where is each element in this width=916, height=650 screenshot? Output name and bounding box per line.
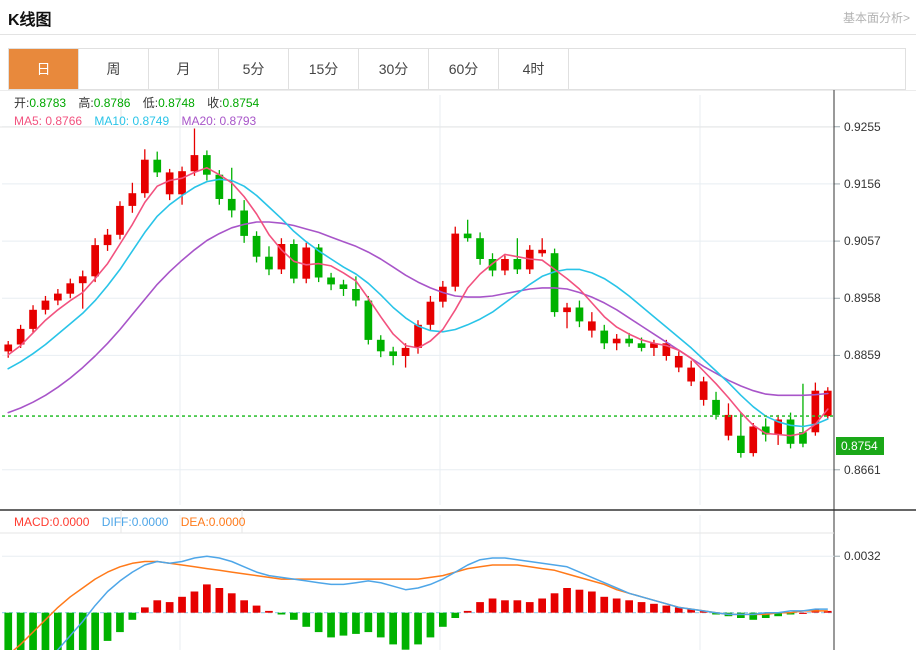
macd-tick-0: 0.0032 bbox=[844, 549, 881, 564]
tab-6[interactable]: 60分 bbox=[429, 49, 499, 89]
chart-area[interactable]: 开:0.8783 高:0.8786 低:0.8748 收:0.8754 MA5:… bbox=[0, 90, 916, 650]
price-tick-3: 0.8958 bbox=[844, 291, 881, 306]
kline-svg[interactable] bbox=[0, 90, 916, 650]
period-tab-bar: 日周月 5分 15分 30分 60分 4时 bbox=[8, 48, 906, 90]
price-tick-1: 0.9156 bbox=[844, 176, 881, 191]
page-title: K线图 bbox=[8, 12, 52, 29]
tab-4[interactable]: 15分 bbox=[289, 49, 359, 89]
current-price-tag: 0.8754 bbox=[836, 437, 884, 455]
tab-7[interactable]: 4时 bbox=[499, 49, 569, 89]
tab-bar-filler bbox=[569, 49, 905, 89]
price-tick-5: 0.8661 bbox=[844, 462, 881, 477]
price-tick-2: 0.9057 bbox=[844, 234, 881, 249]
price-tick-0: 0.9255 bbox=[844, 119, 881, 134]
price-tick-4: 0.8859 bbox=[844, 348, 881, 363]
tab-5[interactable]: 30分 bbox=[359, 49, 429, 89]
tab-1[interactable]: 周 bbox=[79, 49, 149, 89]
tab-2[interactable]: 月 bbox=[149, 49, 219, 89]
tab-3[interactable]: 5分 bbox=[219, 49, 289, 89]
tab-0[interactable]: 日 bbox=[9, 49, 79, 89]
page-header: K线图 基本面分析> bbox=[0, 0, 916, 35]
fundamental-analysis-link[interactable]: 基本面分析> bbox=[842, 11, 910, 25]
